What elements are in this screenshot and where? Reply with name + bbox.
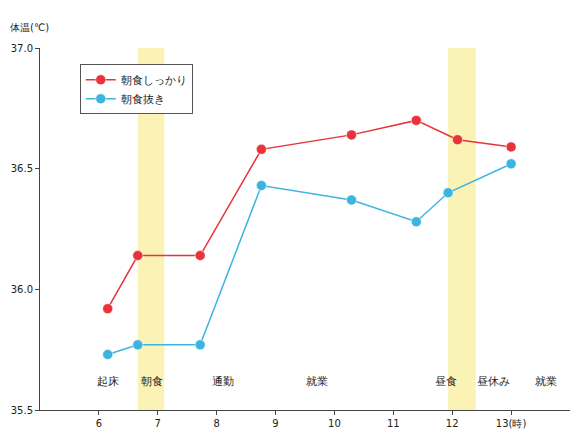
svg-text:13(時): 13(時) (496, 418, 527, 429)
svg-text:就業: 就業 (535, 375, 557, 388)
svg-text:就業: 就業 (306, 375, 328, 388)
svg-text:12: 12 (446, 418, 459, 429)
svg-text:37.0: 37.0 (11, 43, 33, 54)
svg-text:通勤: 通勤 (212, 375, 234, 388)
svg-text:9: 9 (272, 418, 278, 429)
svg-text:36.5: 36.5 (11, 163, 33, 174)
svg-text:朝食: 朝食 (141, 375, 163, 388)
svg-text:36.0: 36.0 (11, 284, 33, 295)
svg-text:8: 8 (213, 418, 219, 429)
svg-text:11: 11 (387, 418, 400, 429)
svg-text:7: 7 (155, 418, 161, 429)
svg-text:朝食抜き: 朝食抜き (121, 93, 165, 106)
svg-text:朝食しっかり: 朝食しっかり (121, 74, 187, 87)
svg-text:6: 6 (96, 418, 102, 429)
svg-text:昼休み: 昼休み (477, 375, 510, 388)
svg-text:10: 10 (328, 418, 341, 429)
svg-text:昼食: 昼食 (435, 375, 457, 388)
svg-text:35.5: 35.5 (11, 405, 33, 416)
svg-text:体温(℃): 体温(℃) (10, 22, 49, 33)
svg-text:起床: 起床 (97, 375, 119, 388)
